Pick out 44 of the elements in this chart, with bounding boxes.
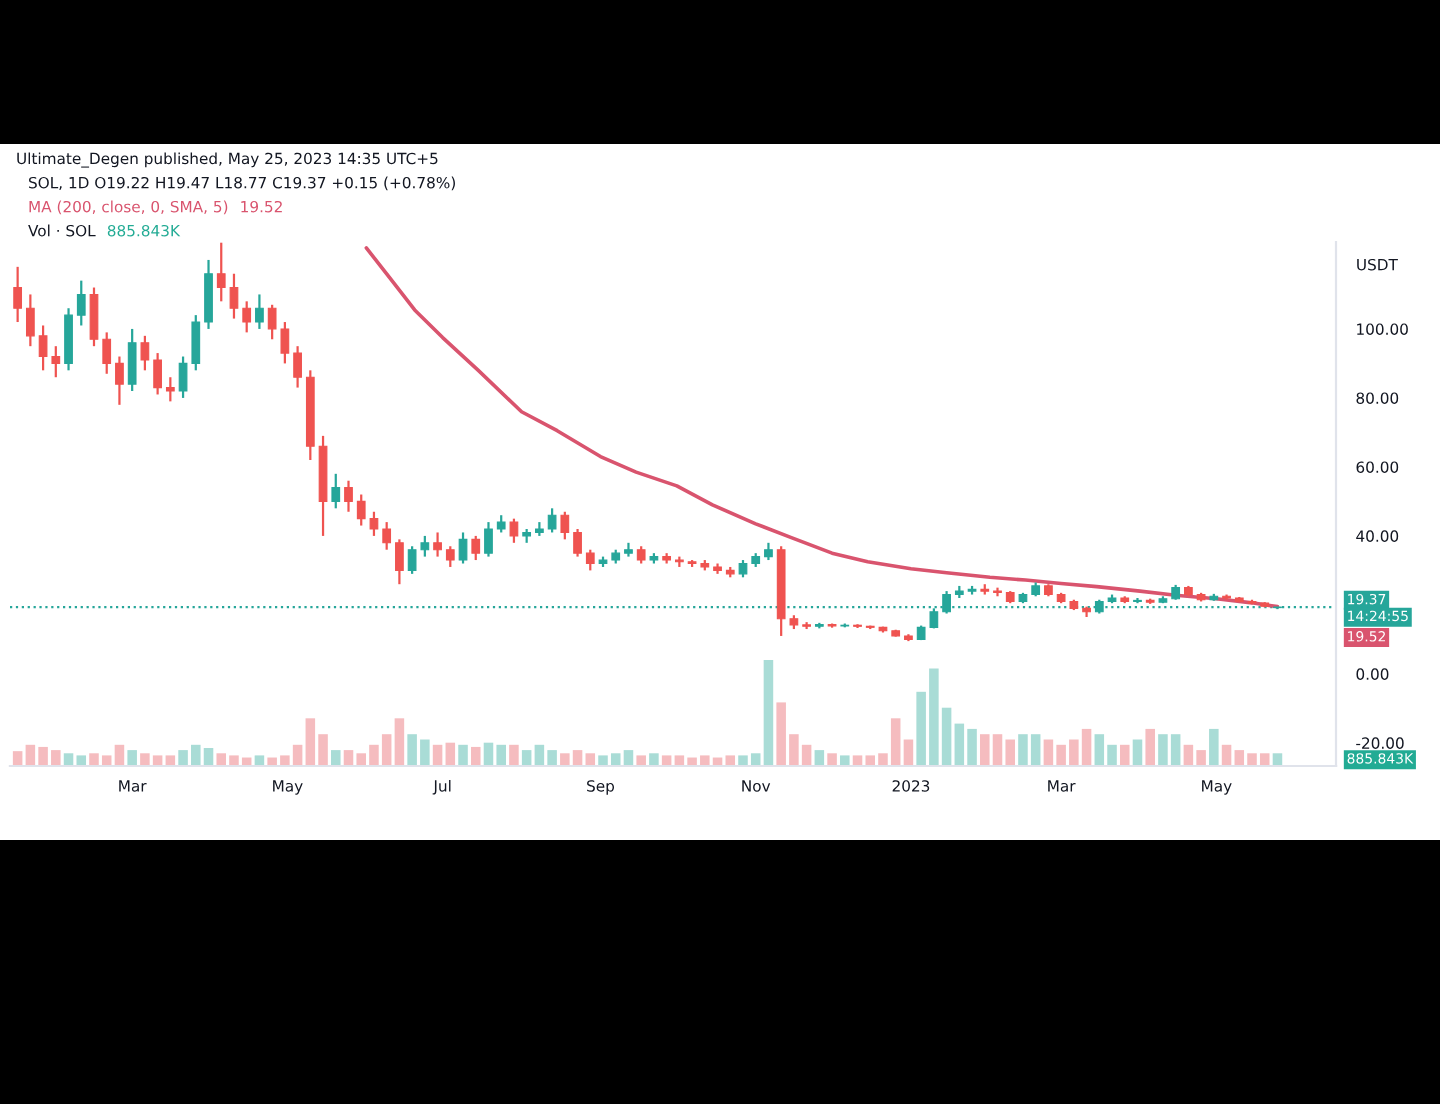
candlestick: [229, 272, 239, 320]
candlestick: [471, 534, 481, 562]
candlestick: [585, 548, 595, 572]
bar: [458, 744, 468, 766]
bar: [1119, 744, 1130, 766]
candlestick: [140, 334, 150, 372]
bar: [1209, 728, 1219, 766]
candlestick: [13, 265, 23, 324]
candlestick: [127, 327, 137, 393]
bar: [331, 750, 341, 766]
candlestick: [165, 376, 175, 403]
bar: [636, 755, 646, 766]
candlestick: [76, 279, 86, 327]
candlestick: [255, 293, 264, 331]
candlestick: [484, 521, 493, 558]
candlestick: [458, 531, 468, 565]
candlestick: [115, 355, 124, 406]
candlestick: [547, 507, 557, 534]
candlestick: [344, 479, 353, 513]
candlestick: [395, 538, 404, 586]
candlestick: [331, 472, 341, 510]
candlestick: [293, 345, 302, 389]
bar: [649, 753, 659, 766]
candlestick: [382, 521, 392, 551]
candlestick: [153, 351, 162, 396]
candlestick: [25, 293, 35, 348]
candlestick: [216, 242, 226, 303]
candlestick: [102, 331, 112, 375]
bar: [827, 753, 837, 766]
candlestick: [509, 517, 519, 544]
bar: [763, 660, 774, 766]
candlestick: [573, 527, 582, 558]
bar: [394, 718, 405, 766]
candlestick: [445, 545, 455, 569]
bar: [1145, 728, 1155, 766]
bar: [127, 750, 137, 766]
bar: [470, 746, 481, 766]
candlestick: [560, 510, 570, 541]
bar: [509, 744, 519, 766]
candlestick: [433, 531, 442, 558]
candlestick: [242, 300, 252, 334]
line-series: [364, 246, 1280, 609]
bar: [840, 755, 850, 766]
candlestick: [89, 286, 99, 348]
